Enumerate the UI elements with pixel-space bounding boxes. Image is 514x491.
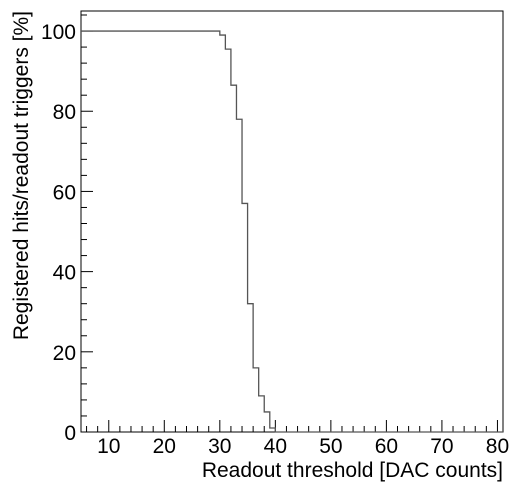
y-axis-title: Registered hits/readout triggers [%] bbox=[10, 11, 33, 340]
y-tick-label: 0 bbox=[64, 422, 76, 445]
y-tick-label: 100 bbox=[41, 21, 76, 44]
y-axis-ticks bbox=[81, 14, 93, 433]
x-axis-tick-labels: 10 20 30 40 50 60 70 80 bbox=[97, 435, 509, 458]
y-axis-tick-labels: 0 20 40 60 80 100 bbox=[41, 21, 76, 445]
x-axis-ticks bbox=[86, 420, 498, 432]
y-tick-label: 20 bbox=[53, 342, 76, 365]
efficiency-step-line bbox=[81, 30, 503, 433]
x-axis-title: Readout threshold [DAC counts] bbox=[202, 459, 503, 482]
y-tick-label: 80 bbox=[53, 101, 76, 124]
x-tick-label: 30 bbox=[208, 435, 231, 458]
x-tick-label: 70 bbox=[430, 435, 453, 458]
x-tick-label: 10 bbox=[97, 435, 120, 458]
y-tick-label: 40 bbox=[53, 262, 76, 285]
x-tick-label: 80 bbox=[486, 435, 509, 458]
plot-frame bbox=[80, 10, 504, 433]
x-tick-label: 50 bbox=[319, 435, 342, 458]
y-tick-label: 60 bbox=[53, 181, 76, 204]
x-tick-label: 60 bbox=[375, 435, 398, 458]
x-tick-label: 40 bbox=[264, 435, 287, 458]
x-tick-label: 20 bbox=[153, 435, 176, 458]
